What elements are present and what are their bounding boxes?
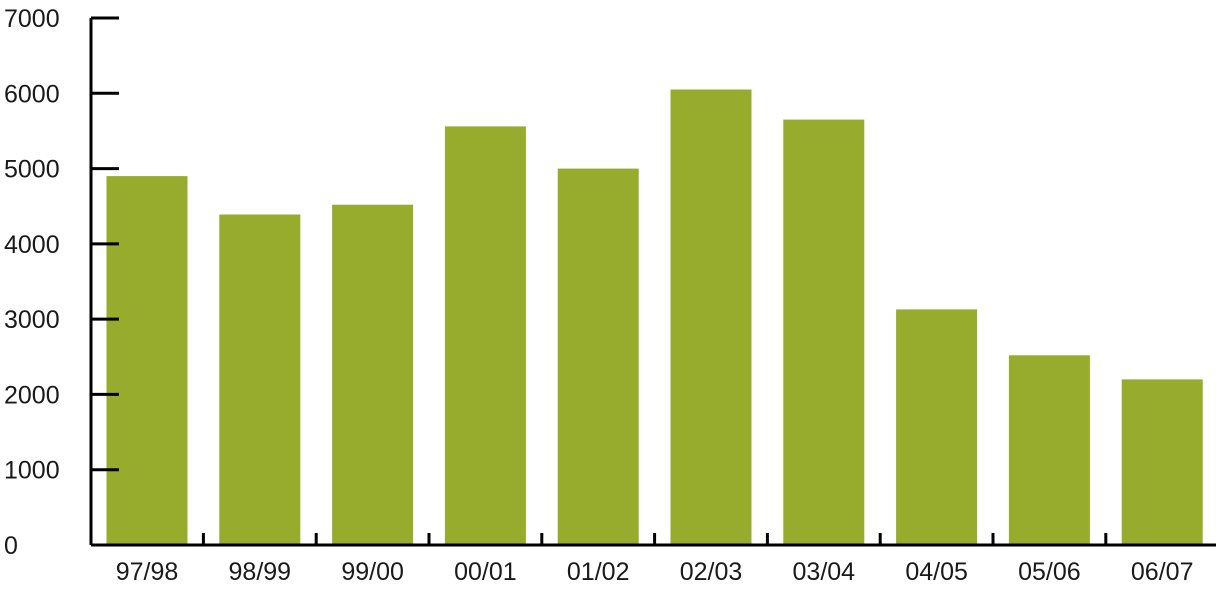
bar-98-99: [219, 214, 301, 545]
bar-06-07: [1121, 379, 1203, 545]
y-tick-label-1000: 1000: [4, 457, 60, 485]
y-tick-label-0: 0: [4, 532, 18, 560]
x-tick-label-01-02: 01/02: [567, 558, 630, 586]
y-axis: 0 1000 2000 3000 4000 5000 6000 7000: [4, 5, 119, 560]
bar-04-05: [896, 309, 978, 545]
bar-01-02: [557, 168, 639, 545]
y-tick-label-7000: 7000: [4, 5, 60, 33]
bars-group: [106, 89, 1203, 546]
x-tick-label-05-06: 05/06: [1018, 558, 1081, 586]
x-tick-label-00-01: 00/01: [454, 558, 517, 586]
y-tick-label-6000: 6000: [4, 80, 60, 108]
x-tick-label-04-05: 04/05: [905, 558, 968, 586]
bar-05-06: [1008, 355, 1090, 545]
bar-97-98: [106, 176, 188, 545]
x-axis: 97/98 98/99 99/00 00/01 01/02 02/03 03/04 04/05…: [91, 533, 1216, 586]
x-tick-label-03-04: 03/04: [793, 558, 856, 586]
y-tick-label-5000: 5000: [4, 156, 60, 184]
x-tick-label-97-98: 97/98: [116, 558, 179, 586]
y-tick-label-4000: 4000: [4, 231, 60, 259]
bar-03-04: [783, 119, 865, 545]
bar-99-00: [332, 204, 414, 545]
x-tick-label-99-00: 99/00: [341, 558, 404, 586]
y-tick-label-3000: 3000: [4, 306, 60, 334]
bar-00-01: [444, 126, 526, 546]
x-tick-label-06-07: 06/07: [1131, 558, 1194, 586]
x-tick-label-98-99: 98/99: [229, 558, 292, 586]
bar-02-03: [670, 89, 752, 545]
y-tick-label-2000: 2000: [4, 381, 60, 409]
x-tick-label-02-03: 02/03: [680, 558, 743, 586]
